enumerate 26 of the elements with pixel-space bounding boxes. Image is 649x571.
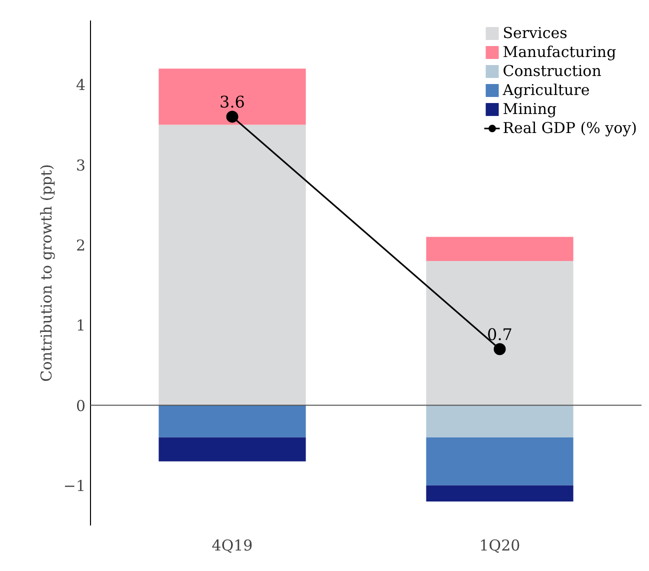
bar: [158, 124, 306, 406]
y-tick-label: 4: [76, 76, 86, 94]
bar: [426, 485, 574, 502]
y-tick-label: 0: [76, 396, 86, 415]
legend-label: Mining: [502, 100, 557, 118]
y-tick-label: −1: [63, 476, 86, 495]
bar: [158, 437, 306, 462]
data-label: 3.6: [220, 92, 245, 112]
bar: [426, 405, 574, 438]
legend-label: Agriculture: [502, 81, 590, 99]
bar: [426, 437, 574, 486]
bar: [426, 236, 574, 261]
bar: [158, 405, 306, 438]
legend-label: Services: [502, 24, 568, 42]
y-axis-title: Contribution to growth (ppt): [37, 164, 56, 382]
bar: [158, 68, 306, 125]
y-tick-label: 3: [76, 156, 86, 174]
y-tick-label: 2: [76, 236, 86, 254]
legend-label: Real GDP (% yoy): [502, 119, 637, 137]
y-tick-label: 1: [76, 316, 86, 335]
x-tick-label: 4Q19: [212, 536, 253, 554]
bar: [426, 260, 574, 406]
x-tick-label: 1Q20: [479, 536, 520, 554]
legend-label: Manufacturing: [502, 43, 616, 61]
data-label: 0.7: [487, 325, 512, 344]
legend-label: Construction: [502, 62, 602, 80]
